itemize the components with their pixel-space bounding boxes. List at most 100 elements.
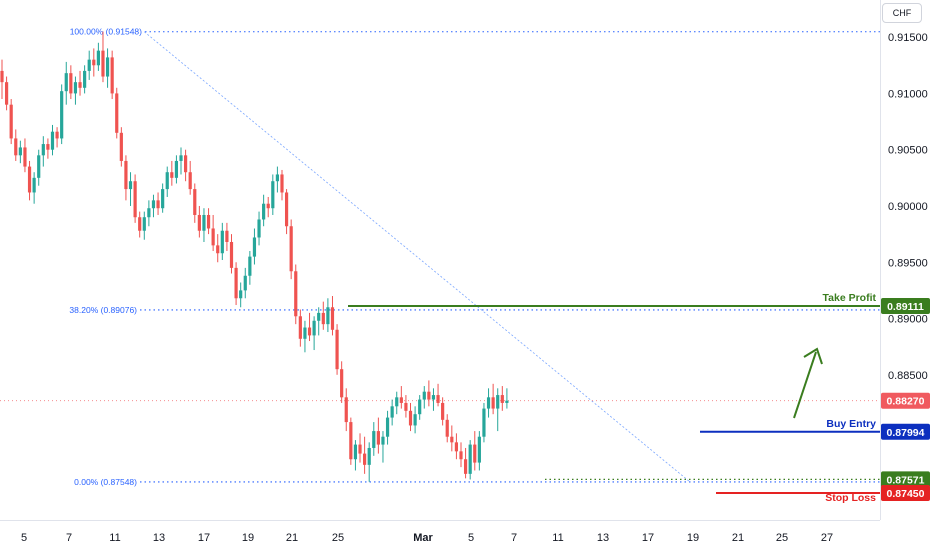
candle-body	[363, 453, 367, 465]
candle-body	[147, 208, 151, 218]
stop-loss-label: Stop Loss	[825, 492, 876, 504]
candle-body	[399, 397, 403, 403]
candle-body	[248, 256, 252, 276]
candle-body	[128, 181, 133, 190]
candle-body	[427, 391, 431, 400]
x-tick-label: 11	[109, 532, 120, 544]
candle-body	[505, 400, 509, 403]
candle-body	[73, 82, 78, 94]
candle-body	[422, 391, 426, 400]
x-tick-label: 25	[332, 532, 344, 544]
candle-body	[404, 402, 408, 411]
candle-body	[445, 419, 449, 437]
time-axis[interactable]: 5 7 11 13 17 19 21 25 Mar 5 7 11 13 17 19 21 25 27	[21, 532, 833, 544]
x-tick-label: 19	[242, 532, 254, 544]
candle-body	[188, 172, 192, 190]
candle-body	[170, 172, 174, 178]
candle-body	[9, 104, 13, 139]
candle-body	[317, 312, 321, 321]
candle-body	[294, 271, 298, 317]
candle-body	[436, 395, 440, 403]
candle-body	[390, 406, 394, 418]
x-tick-label: Mar	[413, 532, 433, 544]
candle-body	[64, 73, 68, 92]
fibonacci-retracement[interactable]: 100.00% (0.91548) 38.20% (0.89076) 0.00% (…	[0, 27, 880, 487]
candle-body	[463, 459, 468, 474]
candle-body	[358, 444, 362, 454]
candle-body	[496, 395, 500, 409]
x-tick-label: 21	[732, 532, 744, 544]
candle-body	[55, 131, 59, 139]
candle-body	[395, 397, 399, 407]
y-tick-label: 0.90500	[888, 145, 928, 157]
current-price-tag-text: 0.88270	[887, 396, 925, 408]
candle-body	[41, 144, 45, 156]
candle-body	[23, 147, 27, 167]
fib-trend-line[interactable]	[144, 31, 691, 483]
candle-body	[280, 174, 284, 193]
candle-body	[431, 395, 436, 400]
candle-body	[27, 166, 32, 193]
candle-body	[220, 230, 224, 254]
candle-body	[262, 203, 266, 220]
candle-body	[372, 431, 376, 448]
candle-body	[257, 219, 261, 238]
candle-body	[289, 226, 293, 272]
candle-body	[18, 147, 22, 156]
candle-body	[486, 397, 491, 409]
currency-label[interactable]: CHF	[882, 3, 922, 23]
candle-body	[275, 174, 279, 182]
candle-body	[266, 203, 270, 209]
candle-body	[477, 436, 481, 463]
candle-body	[385, 417, 390, 437]
candle-body	[284, 192, 289, 227]
candle-body	[307, 327, 312, 336]
candle-body	[14, 138, 18, 156]
price-axis[interactable]: 0.91500 0.91000 0.90500 0.90000 0.89500 0.890…	[888, 32, 928, 382]
candle-body	[202, 214, 206, 231]
candle-body	[229, 241, 234, 268]
candle-body	[335, 329, 339, 370]
candle-body	[441, 402, 445, 420]
candle-body	[454, 442, 459, 452]
candle-body	[78, 82, 82, 88]
candle-body	[4, 82, 9, 105]
candle-body	[408, 410, 413, 426]
candle-body	[115, 93, 119, 133]
candle-body	[239, 290, 243, 299]
x-tick-label: 19	[687, 532, 699, 544]
candle-body	[151, 200, 156, 209]
trade-levels[interactable]: Take Profit Buy Entry Stop Loss	[348, 292, 880, 504]
candle-body	[161, 189, 165, 209]
candle-body	[184, 155, 188, 173]
x-tick-label: 7	[511, 532, 517, 544]
candle-body	[468, 444, 472, 474]
x-tick-label: 11	[552, 532, 563, 544]
candle-body	[50, 131, 55, 150]
x-tick-label: 5	[21, 532, 27, 544]
candle-body	[376, 431, 380, 445]
candle-body	[206, 214, 211, 229]
x-tick-label: 17	[642, 532, 654, 544]
y-tick-label: 0.89500	[888, 257, 928, 269]
candle-body	[96, 50, 100, 66]
candle-body	[197, 214, 201, 231]
take-profit-price-tag-text: 0.89111	[887, 301, 924, 313]
projection-arrow-shaft[interactable]	[793, 351, 817, 419]
stop-loss-price-tag-text: 0.87450	[887, 488, 925, 500]
candle-body	[46, 144, 50, 150]
candle-body	[216, 245, 220, 254]
candle-body	[211, 228, 215, 246]
candle-body	[330, 307, 335, 330]
price-tags: 0.89111 0.88270 0.87994 0.87571 0.87450	[881, 298, 930, 501]
candle-body	[101, 50, 105, 77]
candle-body	[482, 408, 486, 437]
x-tick-label: 5	[468, 532, 474, 544]
candle-body	[225, 230, 229, 242]
projection-arrow-head[interactable]	[803, 347, 823, 365]
candlesticks	[0, 31, 509, 482]
candle-body	[312, 320, 316, 336]
candle-body	[124, 160, 128, 190]
buy-entry-price-tag-text: 0.87994	[887, 427, 925, 439]
